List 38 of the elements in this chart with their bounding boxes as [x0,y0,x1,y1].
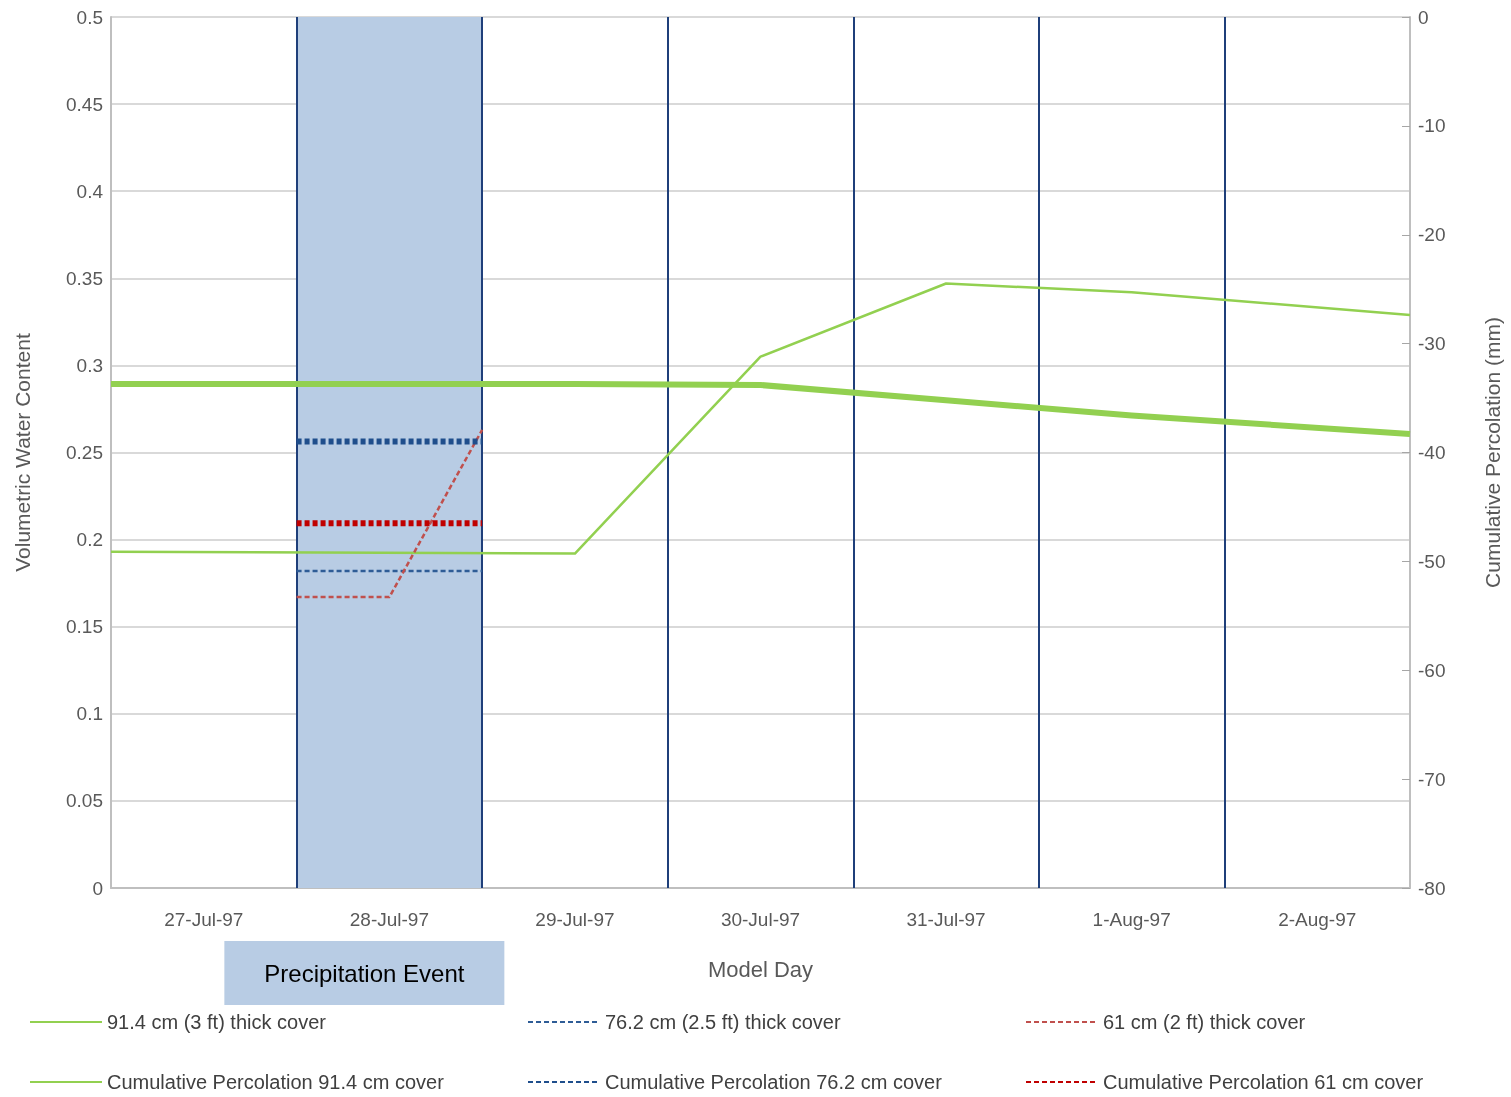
y-tick-label: 0.1 [76,703,103,725]
x-tick-label: 31-Jul-97 [906,909,986,930]
x-tick-label: 30-Jul-97 [720,909,801,930]
x-tick-label: 29-Jul-97 [535,909,615,930]
y-tick-label: 0.3 [76,354,103,376]
y2-tick-label: 0 [1418,6,1429,28]
y2-tick-label: -40 [1418,442,1446,463]
legend-label: 76.2 cm (2.5 ft) thick cover [605,1011,841,1033]
line-series [109,282,1412,555]
y-tick-label: 0 [92,877,103,899]
x-tick-label: 28-Jul-97 [349,909,429,930]
legend-label: Cumulative Percolation 76.2 cm cover [605,1071,943,1093]
legend-label: Cumulative Percolation 61 cm cover [1103,1071,1424,1093]
y2-tick-label: -10 [1418,115,1446,137]
legend-label: 91.4 cm (3 ft) thick cover [107,1011,327,1033]
y-tick-label: 0.45 [66,93,103,115]
y2-tick-label: -50 [1418,550,1446,572]
y-tick-label: 0.5 [76,6,103,28]
legend-label: Cumulative Percolation 91.4 cm cover [107,1071,445,1093]
y-tick-label: 0.4 [76,180,104,202]
y2-tick-label: -60 [1418,659,1446,681]
y2-tick-label: -20 [1418,224,1446,246]
y-tick-label: 0.35 [66,267,103,289]
y2-tick-label: -30 [1418,333,1446,355]
x-axis-title: Model Day [707,956,814,982]
y-axis-title: Volumetric Water Content [11,333,34,572]
y2-tick-label: -70 [1418,768,1446,790]
band-label: Precipitation Event [264,959,465,987]
x-tick-label: 27-Jul-97 [164,909,244,930]
y2-tick-label: -80 [1418,877,1446,899]
y-tick-label: 0.25 [66,442,103,463]
x-tick-label: 1-Aug-97 [1092,909,1171,930]
legend-label: 61 cm (2 ft) thick cover [1103,1011,1306,1033]
y-tick-label: 0.2 [76,529,103,551]
y2-axis-title: Cumulative Percolation (mm) [1481,317,1504,588]
y-tick-label: 0.05 [66,790,103,812]
x-tick-label: 2-Aug-97 [1278,909,1357,930]
y-tick-label: 0.15 [66,616,103,638]
